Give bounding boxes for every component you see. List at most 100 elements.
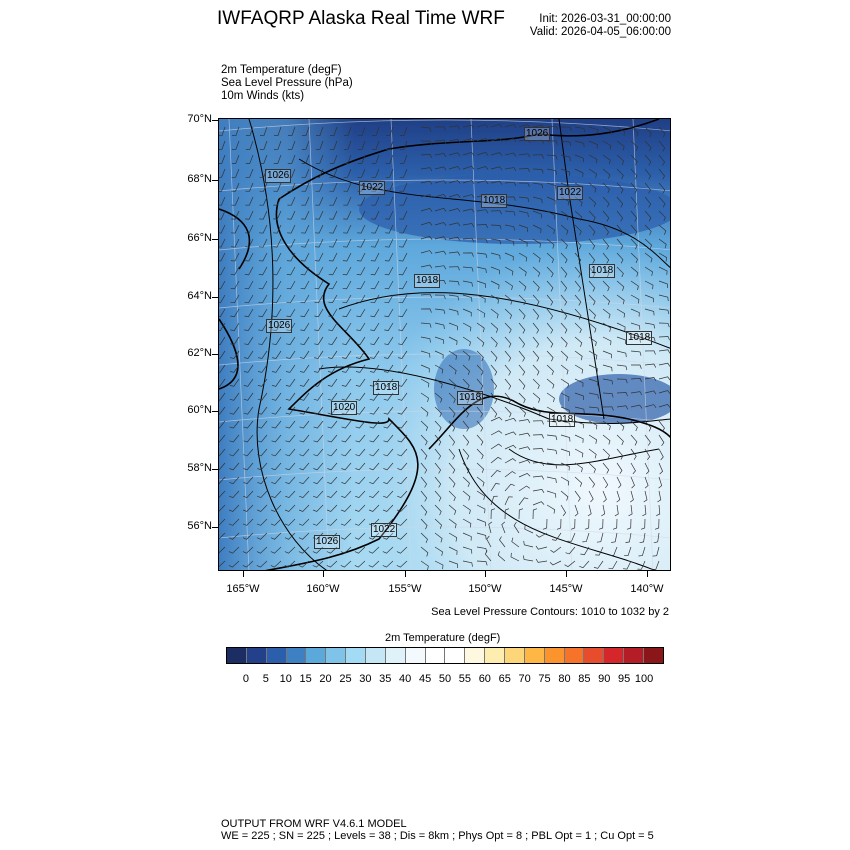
wind-barb [448, 208, 461, 212]
wind-barb [270, 532, 282, 540]
wind-barb [560, 364, 569, 375]
wind-barb [656, 504, 661, 517]
wind-barb [313, 434, 324, 443]
wind-barb [546, 462, 558, 469]
wind-barb [490, 350, 498, 362]
wind-barb [584, 518, 590, 530]
wind-barb [658, 182, 666, 194]
wind-barb [434, 250, 447, 255]
wind-barb [420, 180, 433, 185]
wind-barb [616, 462, 623, 474]
wind-barb [382, 546, 394, 554]
wind-barb [616, 266, 624, 278]
wind-barb [462, 322, 472, 332]
wind-barb [314, 350, 324, 359]
wind-barb [298, 532, 310, 540]
slp-contour-label: 1022 [557, 186, 584, 200]
wind-barb [476, 137, 489, 142]
wind-barb [602, 266, 610, 278]
lon-tick-label: 155°W [388, 583, 422, 595]
wind-barb [644, 182, 652, 194]
wind-barb [588, 392, 599, 399]
wind-barb [434, 139, 447, 144]
wind-barb [355, 420, 366, 429]
wind-barb [434, 518, 443, 529]
wind-barb [560, 350, 569, 361]
wind-barb [476, 124, 489, 129]
wind-barb [574, 392, 584, 401]
wind-barb [574, 294, 582, 306]
wind-barb [370, 308, 380, 318]
wind-barb [448, 420, 456, 432]
wind-barb [639, 532, 646, 544]
wind-barb [219, 350, 226, 359]
wind-barb [434, 546, 443, 556]
wind-barb [434, 166, 447, 171]
wind-barb [329, 126, 338, 136]
wind-barb [518, 252, 528, 262]
colorbar-swatch [366, 648, 386, 663]
wind-barb [315, 140, 324, 150]
wind-barb [595, 546, 604, 556]
wind-barb [560, 336, 568, 348]
wind-barb [462, 179, 475, 184]
wind-barb [658, 462, 664, 475]
wind-barb [284, 518, 296, 526]
wind-barb [231, 224, 240, 234]
wind-barb [490, 392, 498, 404]
wind-barb [399, 182, 408, 192]
wind-barb [630, 238, 638, 250]
wind-barb [219, 420, 226, 429]
wind-barb [616, 252, 624, 264]
wind-barb [219, 490, 226, 499]
wind-barb [518, 392, 526, 404]
wind-barb [245, 154, 254, 164]
wind-barb [616, 350, 627, 358]
wind-barb [616, 168, 624, 180]
wind-barb [341, 378, 352, 387]
wind-barb [434, 532, 443, 543]
wind-barb [511, 537, 520, 548]
wind-barb [490, 508, 496, 520]
wind-barb [315, 196, 324, 206]
wind-barb [312, 546, 324, 554]
wind-barb [301, 154, 310, 164]
wind-barb [343, 196, 352, 206]
lon-tick-label: 160°W [306, 583, 340, 595]
wind-barb [644, 336, 656, 342]
wind-barb [385, 210, 394, 220]
wind-barb [301, 168, 310, 178]
wrangell-cold [559, 374, 670, 424]
wind-barb [476, 490, 485, 500]
wind-barb [658, 168, 666, 180]
wind-barb [574, 476, 583, 487]
wind-barb [476, 180, 489, 185]
wind-barb [616, 182, 624, 194]
wind-barb [300, 336, 310, 345]
wind-barb [327, 364, 338, 373]
wind-barb [258, 252, 268, 262]
wind-barb [272, 238, 282, 248]
wind-barb [231, 154, 240, 164]
wind-barb [328, 252, 338, 262]
wind-barb [314, 322, 324, 331]
lat-tick-label: 68°N [187, 173, 212, 185]
field-label-pressure: Sea Level Pressure (hPa) [221, 77, 353, 89]
wind-barb [270, 546, 282, 554]
wind-barb [314, 238, 324, 248]
wind-barb [219, 252, 226, 262]
wind-barb [574, 140, 585, 148]
colorbar-swatch [544, 648, 565, 663]
wind-barb [228, 546, 240, 554]
lat-tick-mark [212, 354, 218, 355]
wind-barb [369, 490, 380, 499]
wind-barb [399, 224, 408, 234]
wind-barb [518, 446, 531, 451]
wind-barb [243, 462, 254, 471]
wind-barb [230, 280, 240, 290]
wind-barb [229, 490, 240, 499]
wind-barb [588, 266, 596, 278]
wind-barb [312, 504, 324, 512]
wind-barb [383, 364, 394, 373]
lon-tick-mark [405, 571, 406, 577]
